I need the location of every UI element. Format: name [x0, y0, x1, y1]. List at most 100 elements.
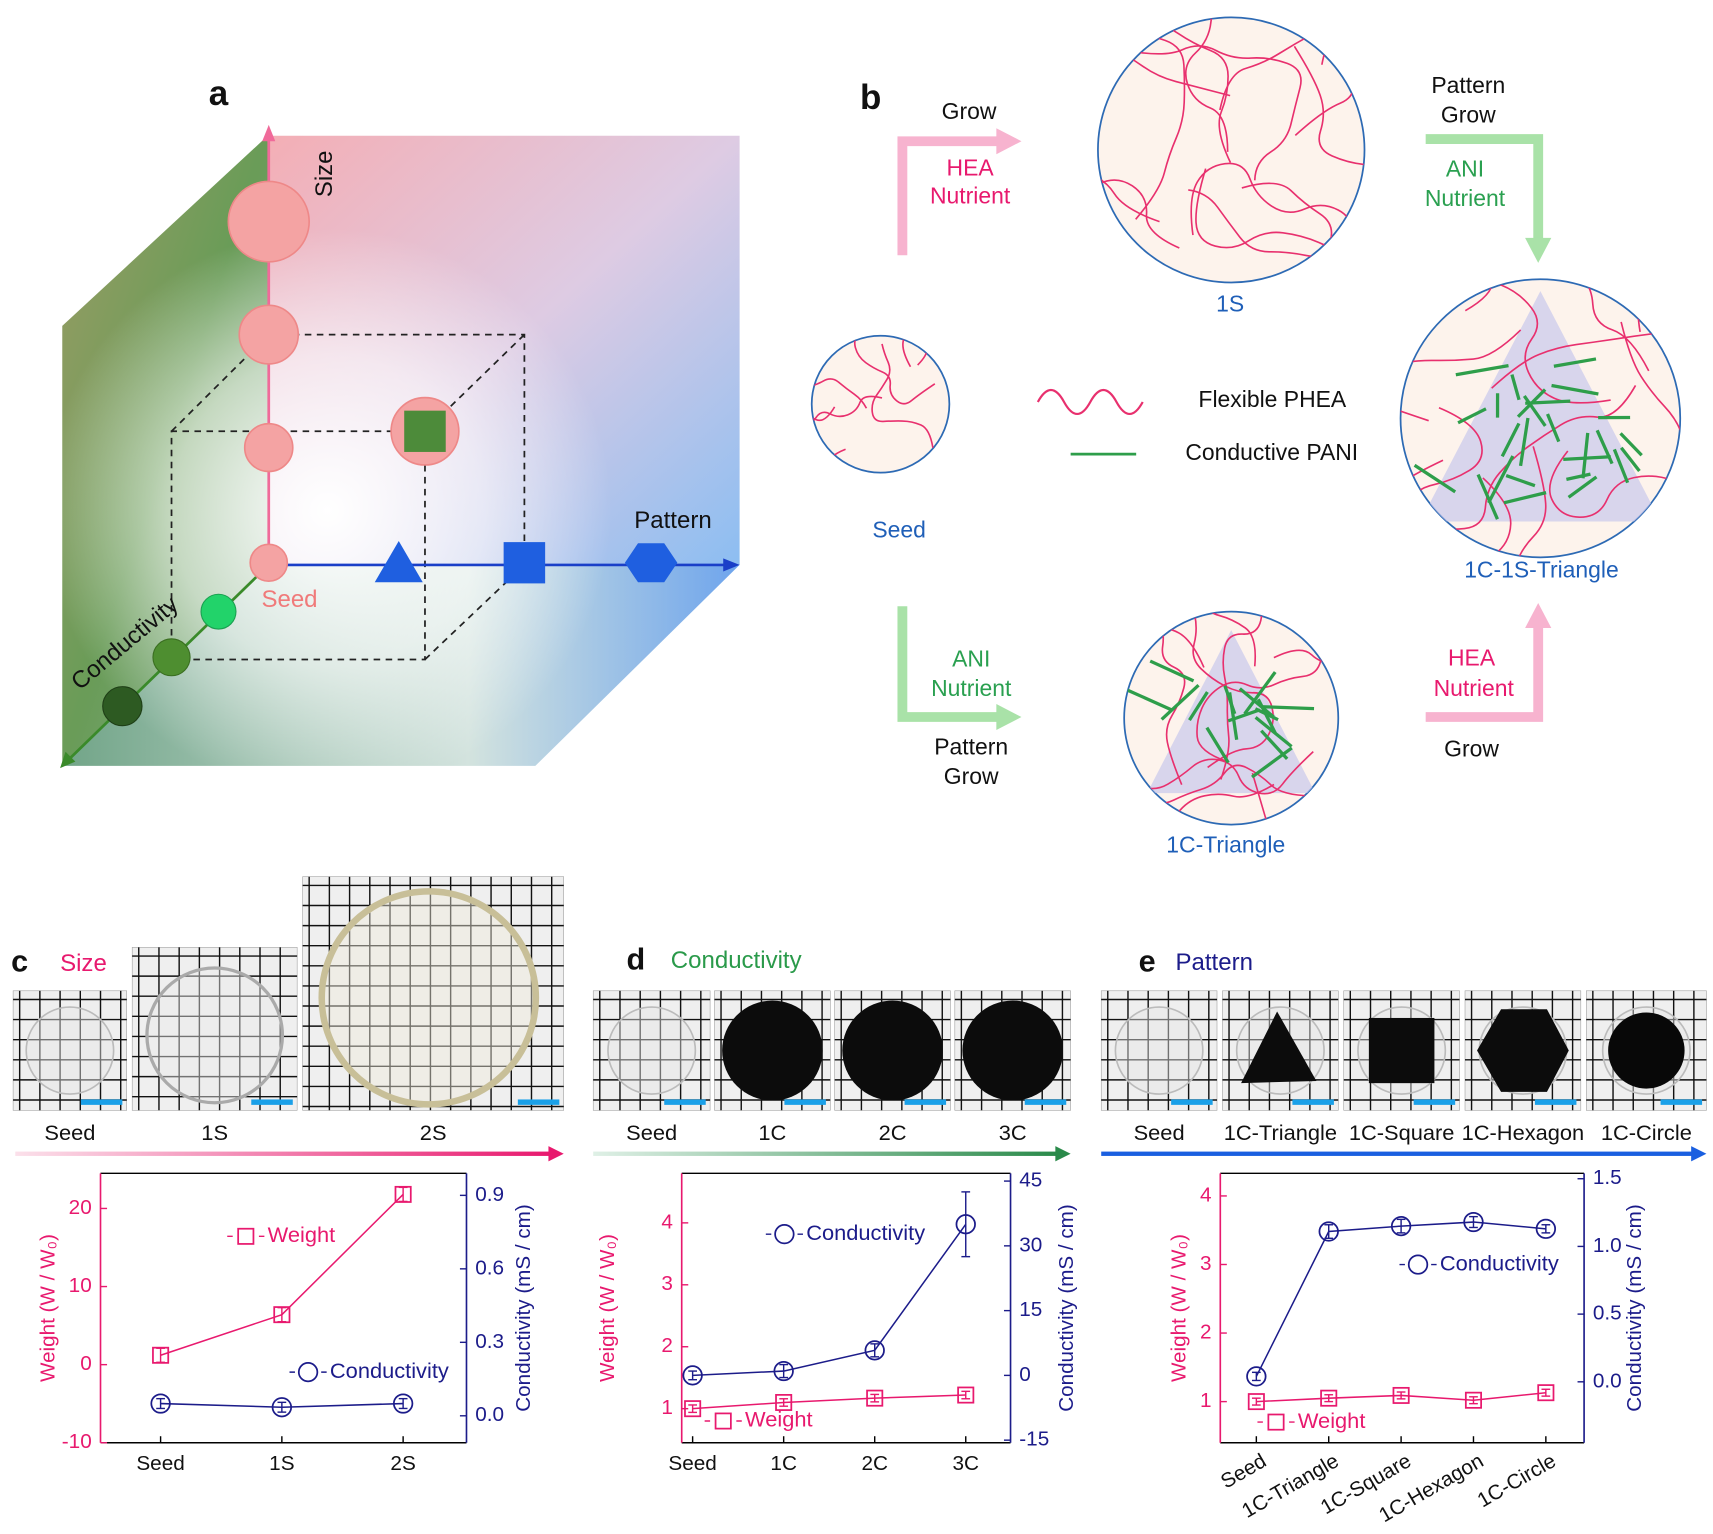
nutrient-label: ANI [952, 646, 990, 672]
pani-stick [1262, 705, 1315, 711]
pani-stick [1238, 687, 1275, 719]
pani-stick [1205, 726, 1230, 764]
y2-axis-label: Conductivity (mS / cm) [512, 1204, 535, 1411]
error-bar [277, 1401, 287, 1413]
x-tick-label: Seed [136, 1452, 184, 1475]
scale-bar [517, 1099, 560, 1105]
y-tick-label: 1 [1200, 1389, 1212, 1412]
x-tick-label: 2C [861, 1452, 888, 1475]
legend-label: Weight [745, 1407, 813, 1432]
legend-marker [774, 1224, 795, 1245]
data-marker [1246, 1366, 1267, 1387]
seed-label: Seed [261, 586, 317, 613]
error-bar [1396, 1391, 1406, 1400]
scale-bar [1534, 1099, 1577, 1105]
node-label: 1C-1S-Triangle [1464, 557, 1619, 583]
sample [607, 1006, 697, 1095]
y2-tick-label: 0 [1019, 1363, 1031, 1386]
polymer-chain [1153, 783, 1275, 825]
y-axis-label: Weight (W / W₀) [596, 1234, 619, 1382]
x-tick-label: 3C [952, 1452, 979, 1475]
scale-bar [80, 1099, 123, 1105]
photo-label: Seed [44, 1120, 95, 1145]
x-tick-label: 1S [269, 1452, 294, 1475]
polymer-chain [1452, 446, 1547, 558]
error-bar [156, 1347, 165, 1364]
polymer-chain [811, 378, 868, 422]
panel-label: e [1139, 945, 1156, 979]
error-bar [870, 1343, 880, 1358]
gradient-arrow-head [548, 1146, 564, 1162]
polymer-chain [1192, 614, 1274, 769]
data-marker [1463, 1211, 1484, 1233]
data-marker [864, 1340, 885, 1361]
nutrient-label: HEA [947, 155, 995, 181]
polymer-chain [1097, 38, 1231, 100]
photo [1585, 990, 1707, 1111]
scale-bar [1413, 1099, 1456, 1105]
x-tick-label: Seed [668, 1452, 716, 1475]
y2-tick-label: 0.3 [475, 1330, 504, 1353]
gradient-arrow-head [1691, 1146, 1707, 1162]
legend-marker [1407, 1254, 1429, 1275]
error-bar [156, 1397, 165, 1410]
pani-stick [1612, 448, 1630, 484]
photo-bg [12, 990, 128, 1111]
error-bar [1324, 1224, 1334, 1240]
series-line [160, 1193, 404, 1356]
legend-label: Conductivity [1440, 1250, 1559, 1275]
error-bar [1541, 1388, 1551, 1397]
error-bar [277, 1306, 287, 1323]
photo [131, 947, 298, 1111]
gradient-arrow-head [1055, 1146, 1071, 1162]
panel-label: a [209, 74, 229, 113]
axis-label: Size [311, 151, 338, 197]
legend-marker [1267, 1413, 1285, 1431]
gradient-arrow [593, 1151, 1058, 1156]
y-axis-label: Weight (W / W₀) [1167, 1234, 1190, 1382]
error-bar [398, 1186, 408, 1203]
photo [834, 990, 951, 1111]
error-bar [1541, 1224, 1551, 1234]
y-tick-label: 2 [661, 1334, 673, 1357]
pani-stick [1546, 413, 1561, 443]
pani-stick [1455, 363, 1509, 377]
photo [592, 990, 711, 1111]
sample [842, 1000, 943, 1101]
data-marker [1392, 1386, 1410, 1404]
sample [1114, 1006, 1204, 1095]
y-tick-label: 4 [1200, 1183, 1212, 1206]
data-marker [392, 1393, 414, 1414]
scale-bar [784, 1099, 826, 1105]
pani-stick [1505, 474, 1536, 488]
node-content [1400, 279, 1681, 558]
y-tick-label: 0 [80, 1352, 92, 1375]
y2-tick-label: 1.5 [1593, 1166, 1622, 1189]
scale-bar [1660, 1099, 1703, 1105]
photo-label: 1C [758, 1120, 786, 1145]
scale-bar [904, 1099, 947, 1105]
scale-bar [1024, 1099, 1067, 1105]
data-marker [955, 1214, 976, 1235]
y2-tick-label: -15 [1019, 1428, 1049, 1451]
photo [302, 876, 564, 1111]
pani-stick [1227, 708, 1261, 723]
pani-stick [1567, 475, 1598, 499]
error-bar [961, 1390, 971, 1400]
polymer-chain [1220, 611, 1263, 780]
legend-label: Conductivity [330, 1358, 449, 1383]
polymer-chain [1195, 168, 1365, 283]
pani-stick [1476, 473, 1499, 520]
scale-bar [1292, 1099, 1334, 1105]
error-bar [1251, 1371, 1261, 1382]
photo-bg [131, 947, 298, 1111]
sample [1241, 1011, 1317, 1084]
panel-b-diagram [897, 128, 1552, 731]
pani-stick [1518, 417, 1530, 467]
panel-label: d [626, 943, 645, 977]
pani-stick [1551, 383, 1599, 396]
polymer-chain [1097, 41, 1180, 249]
photo [954, 990, 1071, 1111]
error-bar [1469, 1215, 1478, 1229]
error-bar [1251, 1397, 1261, 1406]
